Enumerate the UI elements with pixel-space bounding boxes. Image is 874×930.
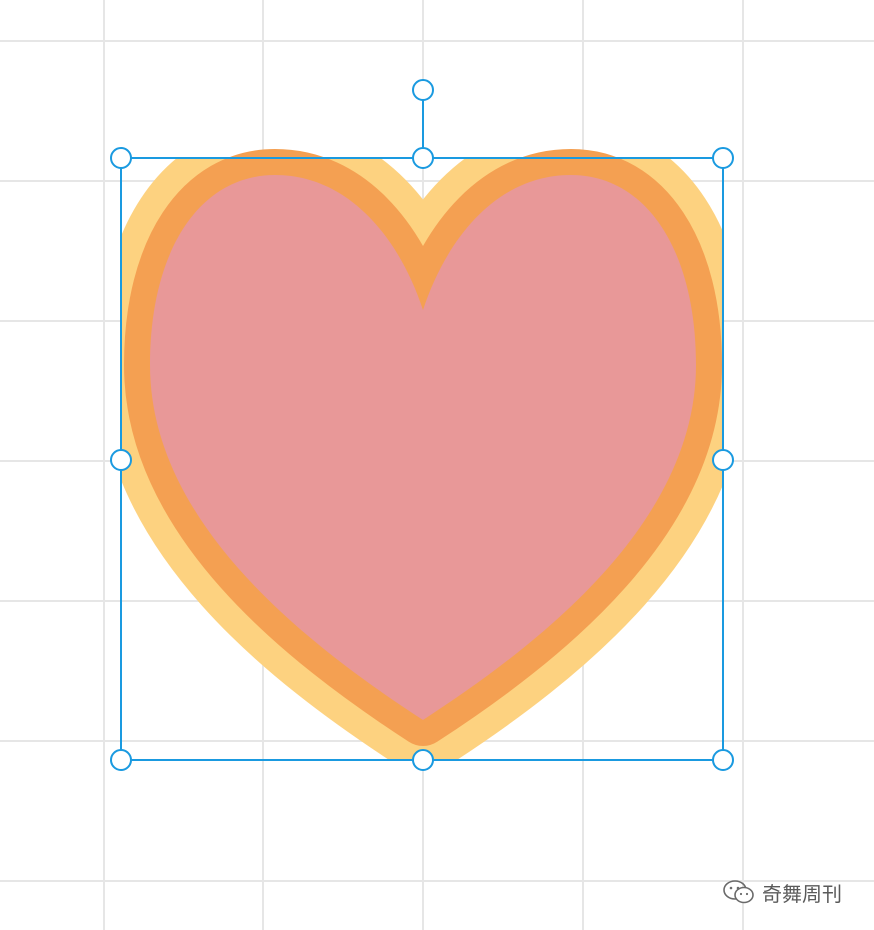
resize-handle-bottom-left[interactable] xyxy=(110,749,132,771)
watermark-text: 奇舞周刊 xyxy=(762,881,842,906)
resize-handle-right[interactable] xyxy=(712,449,734,471)
resize-handle-left[interactable] xyxy=(110,449,132,471)
rotate-handle[interactable] xyxy=(412,79,434,101)
resize-handle-top-right[interactable] xyxy=(712,147,734,169)
resize-handle-top-left[interactable] xyxy=(110,147,132,169)
wechat-icon xyxy=(723,880,754,904)
watermark: 奇舞周刊 xyxy=(722,876,842,908)
resize-handle-bottom[interactable] xyxy=(412,749,434,771)
heart-shape[interactable] xyxy=(150,175,696,720)
resize-handle-bottom-right[interactable] xyxy=(712,749,734,771)
resize-handle-top[interactable] xyxy=(412,147,434,169)
selection-handles xyxy=(110,79,734,771)
